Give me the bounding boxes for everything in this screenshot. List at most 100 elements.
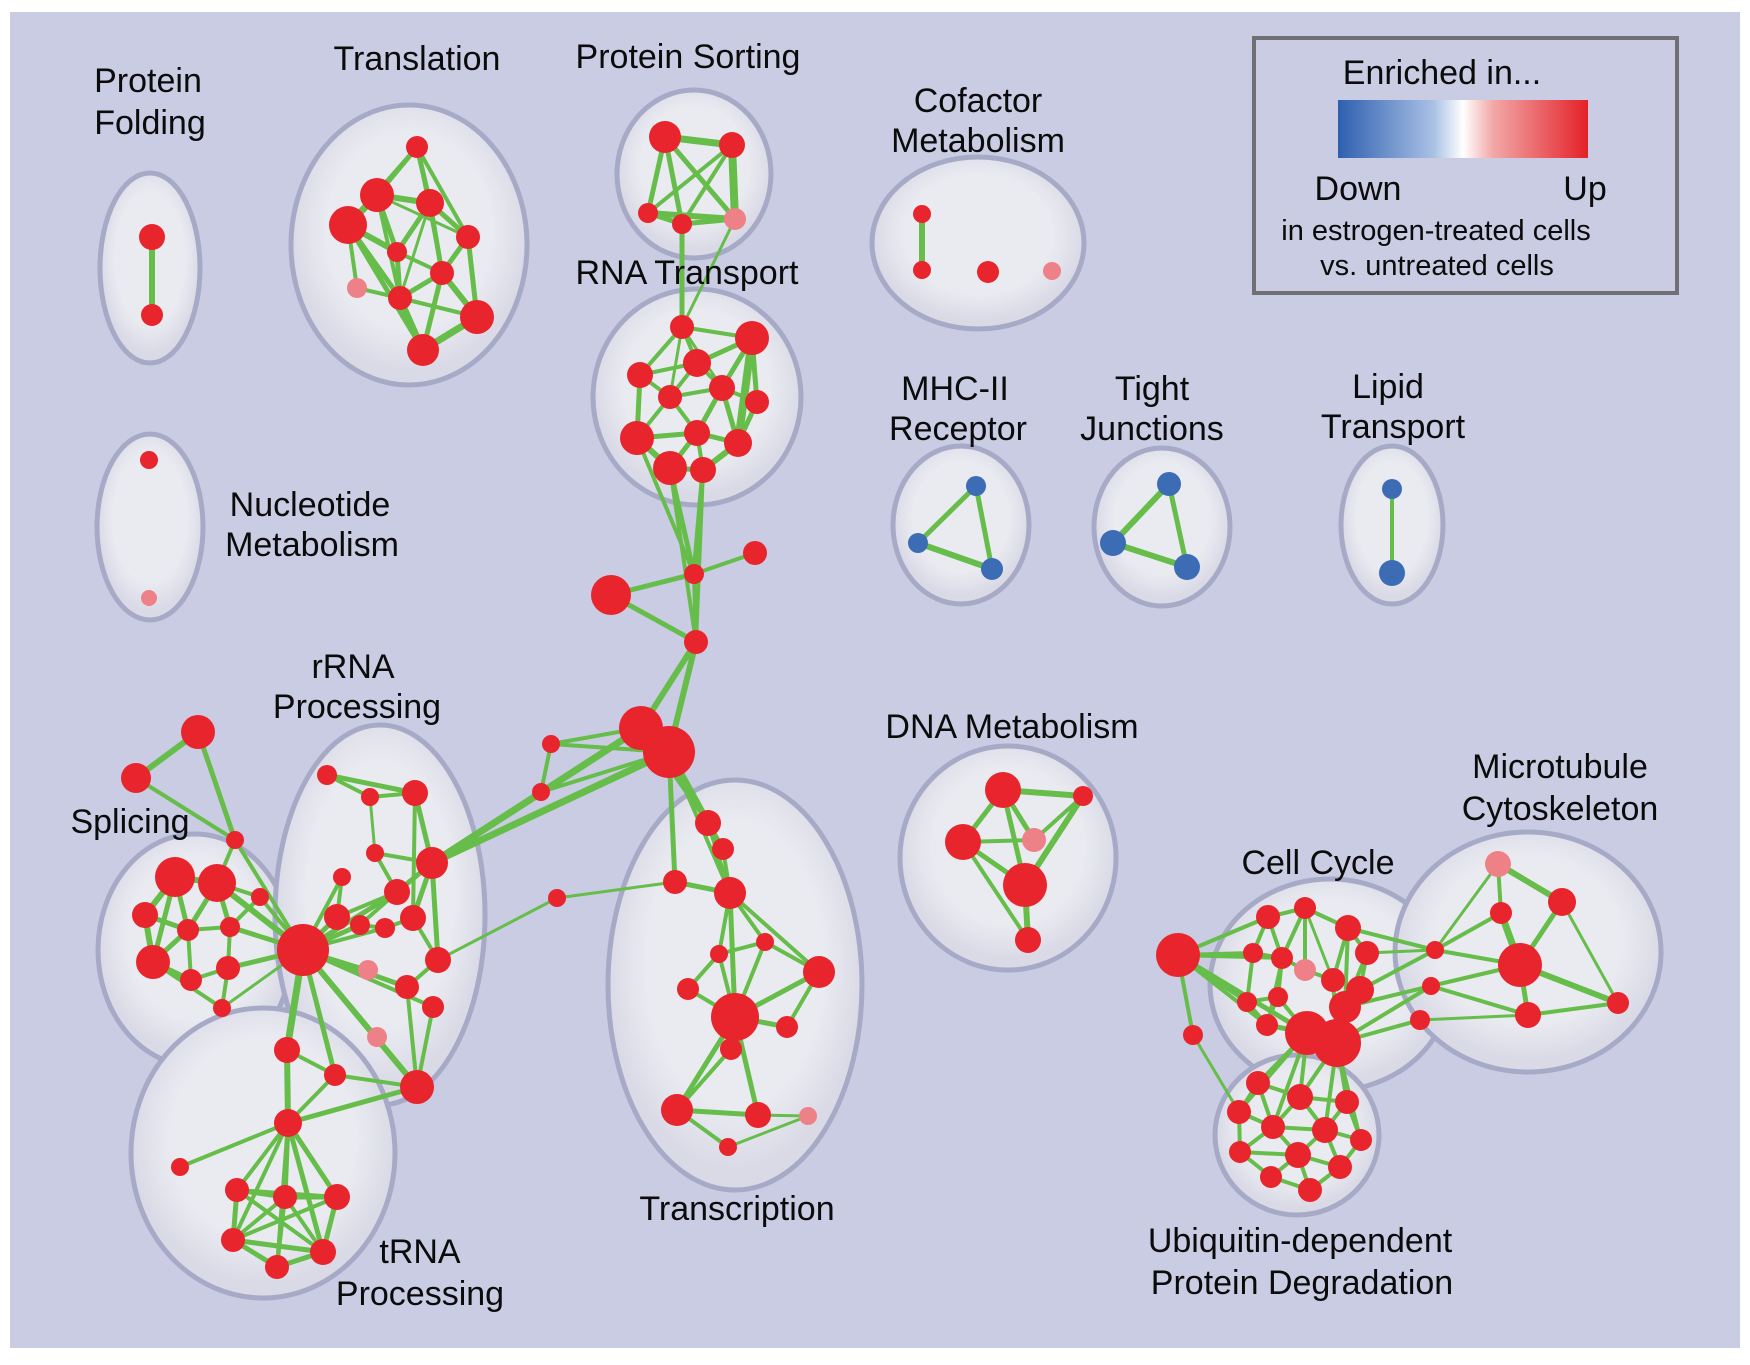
node-sp1[interactable] bbox=[155, 857, 195, 897]
node-mt4[interactable] bbox=[1607, 992, 1629, 1014]
node-p3[interactable] bbox=[638, 203, 658, 223]
node-cc13[interactable] bbox=[1329, 991, 1361, 1023]
node-tr5[interactable] bbox=[310, 1239, 336, 1265]
node-mt3[interactable] bbox=[1515, 1002, 1541, 1028]
node-txl[interactable] bbox=[548, 889, 566, 907]
node-sp8[interactable] bbox=[216, 956, 240, 980]
node-cc12[interactable] bbox=[1256, 1014, 1278, 1036]
node-tx3[interactable] bbox=[663, 870, 687, 894]
node-trg[interactable] bbox=[274, 1109, 302, 1137]
node-r4[interactable] bbox=[627, 362, 653, 388]
node-sp5[interactable] bbox=[220, 917, 240, 937]
node-m1[interactable] bbox=[966, 476, 986, 496]
node-u11[interactable] bbox=[1260, 1166, 1282, 1188]
node-pf1[interactable] bbox=[139, 224, 165, 250]
node-r6[interactable] bbox=[709, 375, 735, 401]
node-d6[interactable] bbox=[1015, 927, 1041, 953]
node-sp9[interactable] bbox=[213, 999, 231, 1017]
node-rr9[interactable] bbox=[350, 915, 370, 935]
node-tx7[interactable] bbox=[803, 956, 835, 988]
node-n1[interactable] bbox=[140, 451, 158, 469]
node-tr3[interactable] bbox=[324, 1184, 350, 1210]
node-r7[interactable] bbox=[745, 390, 769, 414]
node-u12[interactable] bbox=[1298, 1178, 1322, 1202]
node-sp6[interactable] bbox=[136, 945, 170, 979]
node-rr11[interactable] bbox=[400, 905, 426, 931]
node-t4[interactable] bbox=[329, 206, 367, 244]
node-sp10[interactable] bbox=[251, 888, 269, 906]
node-sp7[interactable] bbox=[180, 969, 202, 991]
node-mtb[interactable] bbox=[1498, 943, 1542, 987]
node-tx10[interactable] bbox=[776, 1016, 798, 1038]
node-cc11[interactable] bbox=[1268, 987, 1288, 1007]
node-sp2[interactable] bbox=[198, 864, 236, 902]
node-ccls[interactable] bbox=[1183, 1025, 1203, 1045]
node-rr8[interactable] bbox=[324, 904, 350, 930]
node-sb[interactable] bbox=[121, 763, 151, 793]
node-tri[interactable] bbox=[171, 1158, 189, 1176]
node-rr3[interactable] bbox=[402, 780, 428, 806]
node-m2[interactable] bbox=[908, 533, 928, 553]
node-l1[interactable] bbox=[1382, 479, 1402, 499]
node-mt2[interactable] bbox=[1490, 902, 1512, 924]
node-r11[interactable] bbox=[653, 451, 687, 485]
node-tr1[interactable] bbox=[225, 1178, 249, 1202]
node-ccl[interactable] bbox=[1156, 933, 1200, 977]
node-tx11[interactable] bbox=[720, 1038, 742, 1060]
node-t6[interactable] bbox=[387, 242, 407, 262]
node-tj3[interactable] bbox=[1174, 554, 1200, 580]
node-u6[interactable] bbox=[1312, 1117, 1338, 1143]
node-u3[interactable] bbox=[1335, 1090, 1359, 1114]
node-ciso[interactable] bbox=[743, 541, 767, 565]
node-cc3[interactable] bbox=[1335, 915, 1361, 941]
node-tx4[interactable] bbox=[714, 877, 746, 909]
node-pf2[interactable] bbox=[141, 304, 163, 326]
node-rr7[interactable] bbox=[333, 868, 351, 886]
node-rr19[interactable] bbox=[422, 996, 444, 1018]
node-d2[interactable] bbox=[1073, 786, 1093, 806]
node-rr17[interactable] bbox=[400, 1070, 434, 1104]
node-rr16[interactable] bbox=[324, 1064, 346, 1086]
node-r5[interactable] bbox=[658, 385, 682, 409]
node-sc[interactable] bbox=[226, 831, 244, 849]
node-c2[interactable] bbox=[684, 630, 708, 654]
node-d3[interactable] bbox=[945, 824, 981, 860]
node-r10[interactable] bbox=[724, 429, 752, 457]
node-r12[interactable] bbox=[690, 457, 716, 483]
node-sp4[interactable] bbox=[177, 919, 199, 941]
node-rr2[interactable] bbox=[361, 788, 379, 806]
node-d5[interactable] bbox=[1003, 863, 1047, 907]
node-m3[interactable] bbox=[981, 558, 1003, 580]
node-p1[interactable] bbox=[649, 121, 681, 153]
node-sa[interactable] bbox=[181, 715, 215, 749]
node-ccb2[interactable] bbox=[1313, 1019, 1361, 1067]
node-rhub[interactable] bbox=[277, 924, 329, 976]
node-cc7[interactable] bbox=[1294, 959, 1316, 981]
node-rr14[interactable] bbox=[395, 975, 419, 999]
node-u4[interactable] bbox=[1227, 1100, 1251, 1124]
node-tx8[interactable] bbox=[677, 978, 699, 1000]
node-rr5[interactable] bbox=[416, 847, 448, 879]
node-cc6[interactable] bbox=[1271, 947, 1293, 969]
node-tj1[interactable] bbox=[1157, 472, 1181, 496]
node-u2[interactable] bbox=[1287, 1084, 1313, 1110]
node-t5[interactable] bbox=[456, 225, 480, 249]
node-u1[interactable] bbox=[1246, 1071, 1270, 1095]
node-d4[interactable] bbox=[1022, 828, 1046, 852]
node-tx1[interactable] bbox=[695, 810, 721, 836]
node-cc10[interactable] bbox=[1237, 992, 1257, 1012]
node-chl1[interactable] bbox=[542, 735, 560, 753]
node-tr4[interactable] bbox=[221, 1228, 245, 1252]
node-rr6[interactable] bbox=[384, 879, 410, 905]
node-r1[interactable] bbox=[670, 315, 694, 339]
node-r2[interactable] bbox=[735, 321, 769, 355]
node-tx13[interactable] bbox=[745, 1102, 771, 1128]
node-chl2[interactable] bbox=[532, 783, 550, 801]
node-rr1[interactable] bbox=[317, 765, 337, 785]
node-ccc1[interactable] bbox=[1426, 941, 1444, 959]
node-u5[interactable] bbox=[1261, 1115, 1285, 1139]
node-tr6[interactable] bbox=[265, 1255, 289, 1279]
node-cc5[interactable] bbox=[1243, 943, 1263, 963]
node-cf2[interactable] bbox=[913, 261, 931, 279]
node-cbig[interactable] bbox=[591, 575, 631, 615]
